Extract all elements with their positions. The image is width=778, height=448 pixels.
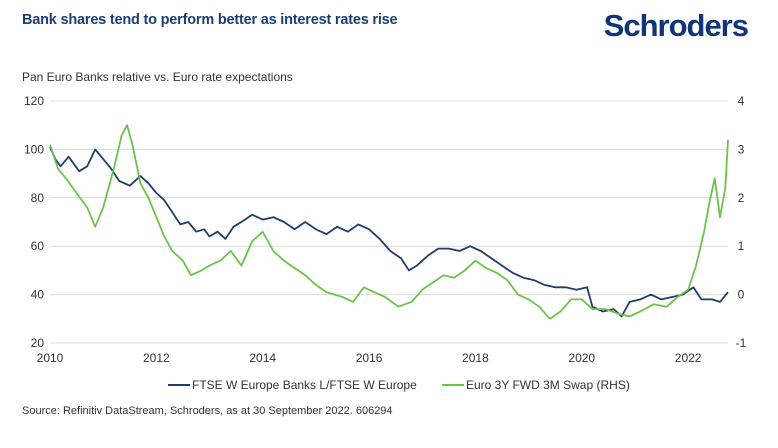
y-tick-label: 20 [31,336,45,350]
x-tick-label: 2018 [462,351,489,365]
legend-swatch-swap [442,384,464,386]
y2-tick-label: 4 [738,94,745,108]
legend-label-swap: Euro 3Y FWD 3M Swap (RHS) [466,378,630,392]
series-line-swap [49,124,729,320]
y2-tick-label: 1 [738,239,745,253]
y-tick-label: 60 [31,239,45,253]
y2-tick-label: 2 [738,191,745,205]
legend-label-banks: FTSE W Europe Banks L/FTSE W Europe [192,378,417,392]
x-tick-label: 2014 [249,351,276,365]
y-axis-right: -1 0 1 2 3 4 [736,94,747,350]
x-tick-label: 2022 [675,351,702,365]
x-axis: 2010 2012 2014 2016 2018 2020 2022 [37,351,702,365]
x-tick-label: 2016 [356,351,383,365]
y-tick-label: 80 [31,191,45,205]
x-tick-label: 2010 [37,351,64,365]
y2-tick-label: 0 [738,288,745,302]
gridlines [50,100,728,344]
legend-item-swap: Euro 3Y FWD 3M Swap (RHS) [442,378,630,392]
legend-item-banks: FTSE W Europe Banks L/FTSE W Europe [168,378,417,392]
chart-title: Bank shares tend to perform better as in… [22,12,398,28]
y-tick-label: 120 [24,94,44,108]
y2-tick-label: 3 [738,142,745,156]
source-note: Source: Refinitiv DataStream, Schroders,… [22,405,393,417]
schroders-logo: Schroders [603,8,749,43]
y-axis-left: 20 40 60 80 100 120 [24,94,44,350]
x-tick-label: 2020 [568,351,595,365]
y-tick-label: 100 [24,142,44,156]
y-tick-label: 40 [31,288,45,302]
legend-swatch-banks [168,384,190,386]
series-line-banks [49,146,729,318]
x-tick-label: 2012 [143,351,170,365]
y2-tick-label: -1 [736,336,747,350]
series-lines [49,124,729,320]
chart-subtitle: Pan Euro Banks relative vs. Euro rate ex… [22,70,293,84]
